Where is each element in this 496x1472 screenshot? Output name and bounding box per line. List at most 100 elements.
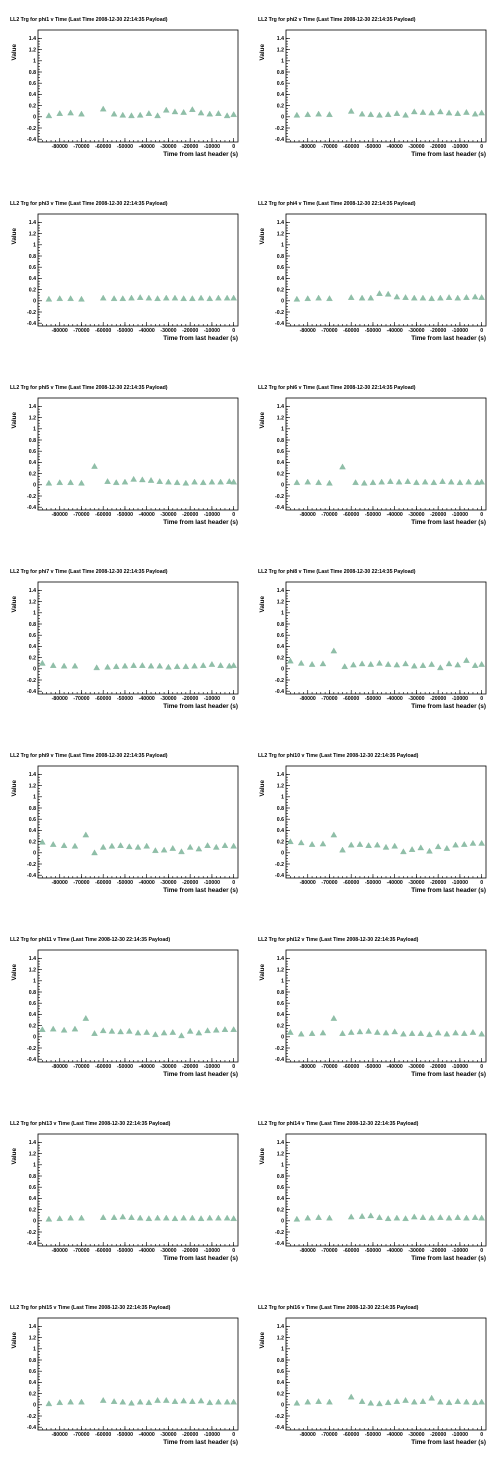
y-tick-label: -0.2 (275, 678, 284, 684)
data-point (91, 1030, 98, 1036)
data-point (180, 109, 187, 115)
x-axis-label: Time from last header (s) (163, 519, 238, 526)
plot-frame (285, 949, 487, 1063)
x-tick-label: -10000 (452, 1248, 468, 1254)
x-tick-label: -40000 (139, 696, 155, 702)
y-tick-label: -0.2 (27, 1046, 36, 1052)
plot-frame (285, 397, 487, 511)
data-point (165, 663, 172, 670)
y-tick-label: 0 (281, 1403, 284, 1409)
data-point (119, 1213, 127, 1220)
y-tick-label: 0.2 (277, 471, 284, 477)
x-tick-label: -50000 (117, 696, 133, 702)
chart-svg: LL2 Trg for phi2 v Time (Last Time 2008-… (258, 17, 487, 158)
data-point (358, 110, 366, 117)
x-tick-label: -50000 (117, 328, 133, 334)
data-point (130, 662, 137, 668)
chart-panel: LL2 Trg for phi9 v Time (Last Time 2008-… (6, 750, 246, 900)
y-tick-label: 1.2 (277, 1335, 284, 1341)
data-point (154, 1214, 161, 1221)
x-tick-label: 0 (232, 328, 235, 334)
x-tick-label: 0 (480, 880, 483, 886)
data-point (163, 1397, 170, 1403)
data-point (182, 663, 190, 669)
y-tick-label: 0.8 (29, 990, 36, 996)
x-tick-label: -50000 (365, 512, 381, 518)
x-tick-label: -70000 (73, 328, 89, 334)
chart-svg: LL2 Trg for phi5 v Time (Last Time 2008-… (10, 385, 239, 526)
x-tick-label: -20000 (182, 1064, 198, 1070)
data-point (367, 111, 375, 117)
data-point (206, 1214, 213, 1221)
plot-frame (285, 1133, 487, 1247)
data-point (293, 111, 301, 118)
data-point (119, 1398, 127, 1405)
data-point (93, 664, 100, 671)
y-tick-label: 0.4 (29, 460, 36, 466)
data-point (376, 1400, 383, 1407)
data-point (402, 660, 409, 667)
y-tick-label: 0.6 (29, 1001, 36, 1007)
data-point (139, 662, 146, 668)
data-point (160, 846, 168, 853)
chart-panel: LL2 Trg for phi12 v Time (Last Time 2008… (254, 934, 494, 1084)
x-tick-label: -70000 (73, 880, 89, 886)
data-point (437, 1214, 444, 1220)
x-tick-label: -20000 (182, 696, 198, 702)
y-tick-label: 0.8 (277, 1358, 284, 1364)
chart-svg: LL2 Trg for phi6 v Time (Last Time 2008-… (258, 385, 487, 526)
y-tick-label: 1.4 (277, 1140, 284, 1146)
data-point (365, 842, 372, 848)
data-point (67, 1398, 74, 1405)
y-tick-label: -0.2 (27, 1414, 36, 1420)
x-tick-label: -10000 (204, 1432, 220, 1438)
data-point (143, 842, 150, 849)
data-point (215, 110, 222, 116)
y-tick-label: 0 (33, 1403, 36, 1409)
y-tick-label: -0.4 (275, 321, 284, 327)
x-tick-label: -70000 (321, 1248, 337, 1254)
x-tick-label: -40000 (139, 880, 155, 886)
x-tick-label: -50000 (365, 696, 381, 702)
y-tick-label: -0.4 (275, 137, 284, 143)
data-point (330, 647, 338, 654)
chart-svg: LL2 Trg for phi13 v Time (Last Time 2008… (10, 1121, 239, 1262)
y-tick-label: 0.6 (277, 1001, 284, 1007)
data-point (206, 110, 213, 117)
x-tick-label: -60000 (95, 696, 111, 702)
data-point (352, 479, 359, 485)
x-tick-label: -50000 (365, 880, 381, 886)
data-point (319, 1029, 327, 1036)
x-tick-label: -40000 (139, 328, 155, 334)
chart-svg: LL2 Trg for phi15 v Time (Last Time 2008… (10, 1305, 239, 1446)
y-tick-label: 1.2 (29, 599, 36, 605)
x-tick-label: -20000 (182, 880, 198, 886)
data-point (128, 1214, 135, 1220)
data-point (315, 110, 322, 117)
chart-title: LL2 Trg for phi4 v Time (Last Time 2008-… (258, 201, 416, 207)
data-point (223, 112, 231, 119)
x-tick-label: -30000 (408, 512, 424, 518)
data-point (315, 1214, 322, 1220)
data-point (71, 662, 79, 669)
y-tick-label: 1 (33, 243, 36, 249)
x-tick-label: -30000 (160, 328, 176, 334)
chart-title: LL2 Trg for phi10 v Time (Last Time 2008… (258, 753, 419, 759)
y-tick-label: -0.2 (275, 1230, 284, 1236)
data-point (404, 478, 411, 484)
y-tick-label: 1.2 (29, 231, 36, 237)
y-tick-label: 1 (281, 979, 284, 985)
y-tick-label: -0.4 (27, 873, 36, 879)
data-point (387, 478, 394, 484)
y-tick-label: 0 (281, 1219, 284, 1225)
x-axis-label: Time from last header (s) (163, 1071, 238, 1078)
data-point (347, 294, 355, 300)
y-tick-label: 0.2 (277, 1207, 284, 1213)
x-tick-label: -70000 (73, 512, 89, 518)
x-tick-label: -40000 (387, 1248, 403, 1254)
data-point (304, 1398, 311, 1405)
data-point (439, 478, 446, 484)
data-point (147, 662, 155, 669)
data-point (308, 661, 316, 667)
y-axis-label: Value (259, 780, 266, 797)
